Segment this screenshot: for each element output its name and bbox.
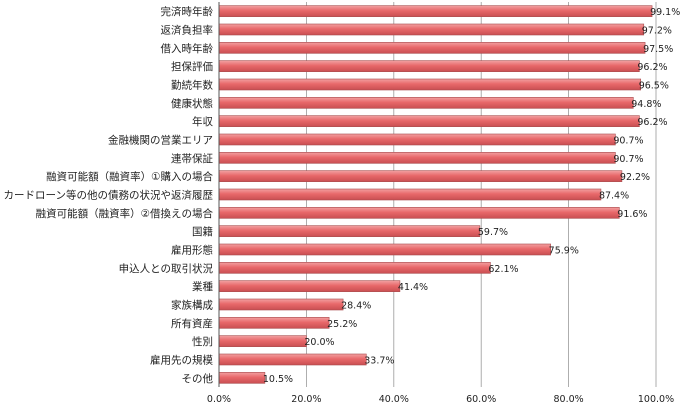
value-label: 25.2% xyxy=(327,319,357,330)
bar xyxy=(218,298,344,311)
value-label: 99.1% xyxy=(650,7,680,18)
value-label: 28.4% xyxy=(341,301,371,312)
category-label: 勤続年数 xyxy=(171,79,213,92)
value-label: 96.2% xyxy=(637,117,667,128)
bar xyxy=(218,152,616,164)
bar xyxy=(218,170,623,182)
value-label: 92.2% xyxy=(620,172,650,183)
category-label: 金融機関の営業エリア xyxy=(108,134,213,147)
category-label: カードローン等の他の債務の状況や返済履歴 xyxy=(4,189,214,202)
value-label: 97.2% xyxy=(642,26,672,37)
x-tick-label: 40.0% xyxy=(379,394,409,405)
value-label: 41.4% xyxy=(398,282,428,293)
bar xyxy=(218,60,640,72)
x-tick-label: 60.0% xyxy=(466,394,496,405)
bar xyxy=(218,335,307,347)
bar xyxy=(218,188,602,201)
category-label: 年収 xyxy=(192,115,213,128)
category-label: 所有資産 xyxy=(171,317,213,330)
bar xyxy=(218,353,367,366)
value-labels: 99.1% 97.2% 97.5% 96.2% 96.5% 94.8% 96.2% 90.7%… xyxy=(263,7,680,385)
value-label: 90.7% xyxy=(613,136,643,147)
bar xyxy=(218,372,266,384)
bar xyxy=(218,225,481,237)
value-label: 75.9% xyxy=(549,246,579,257)
value-label: 96.5% xyxy=(639,81,669,92)
category-label: 返済負担率 xyxy=(161,24,214,37)
bar xyxy=(218,115,640,127)
bar xyxy=(218,207,620,219)
value-label: 97.5% xyxy=(643,44,673,55)
category-label: 申込人との取引状況 xyxy=(119,262,214,275)
value-label: 90.7% xyxy=(613,154,643,165)
value-label: 20.0% xyxy=(304,337,334,348)
x-tick-label: 80.0% xyxy=(554,394,584,405)
category-label: 国籍 xyxy=(192,225,213,238)
category-label: 連帯保証 xyxy=(171,152,213,165)
bar xyxy=(218,5,653,17)
bar xyxy=(218,243,551,256)
x-tick-label: 20.0% xyxy=(291,394,321,405)
value-label: 62.1% xyxy=(488,264,518,275)
category-label: 完済時年齢 xyxy=(161,5,214,18)
category-label: 性別 xyxy=(192,335,213,348)
category-label: その他 xyxy=(182,372,214,385)
x-tick-label: 100.0% xyxy=(638,394,674,405)
category-label: 健康状態 xyxy=(171,97,213,110)
category-label: 業種 xyxy=(192,280,213,293)
category-labels: 完済時年齢返済負担率借入時年齢担保評価勤続年数健康状態年収金融機関の営業エリア連… xyxy=(4,5,214,385)
x-tick-label: 0.0% xyxy=(207,394,231,405)
bar xyxy=(218,42,646,54)
bar xyxy=(218,262,491,274)
value-label: 94.8% xyxy=(631,99,661,110)
category-label: 担保評価 xyxy=(171,60,213,73)
category-label: 借入時年齢 xyxy=(161,42,214,55)
bar xyxy=(218,317,330,329)
category-label: 家族構成 xyxy=(171,299,213,312)
value-label: 10.5% xyxy=(263,374,293,385)
category-label: 雇用先の規模 xyxy=(150,354,213,367)
value-label: 33.7% xyxy=(364,356,394,367)
bar xyxy=(218,78,642,91)
bar xyxy=(218,133,616,146)
value-label: 96.2% xyxy=(637,62,667,73)
value-label: 59.7% xyxy=(478,227,508,238)
value-label: 91.6% xyxy=(617,209,647,220)
value-label: 87.4% xyxy=(599,191,629,202)
bar xyxy=(218,23,645,36)
category-label: 融資可能額（融資率）①購入の場合 xyxy=(46,170,213,183)
x-axis-tick-labels: 0.0% 20.0% 40.0% 60.0% 80.0% 100.0% xyxy=(207,394,674,405)
bar xyxy=(218,97,634,109)
bar xyxy=(218,280,401,292)
category-label: 雇用形態 xyxy=(171,244,213,257)
category-label: 融資可能額（融資率）②借換えの場合 xyxy=(36,207,214,220)
bars xyxy=(218,5,653,384)
